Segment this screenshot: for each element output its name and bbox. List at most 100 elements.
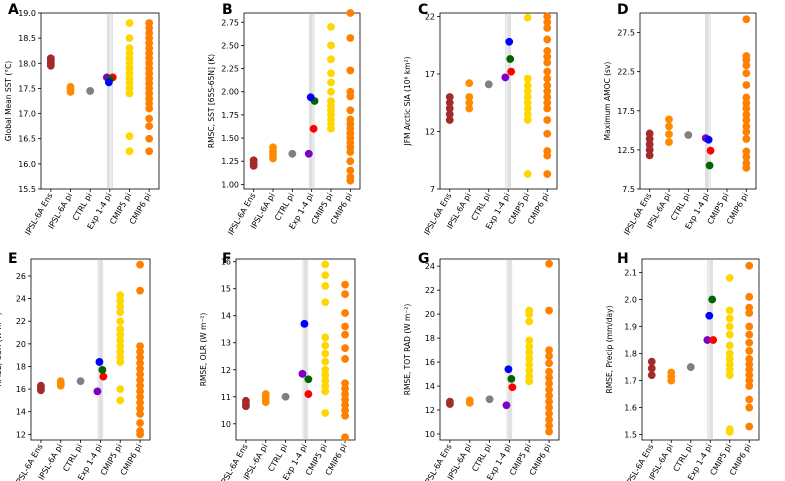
point-cmip6-pi — [545, 385, 553, 394]
point-cmip6-pi — [346, 66, 355, 75]
point-exp-1-4-pi — [508, 383, 517, 392]
point-cmip5-pi — [116, 396, 125, 405]
point-exp-1-4-pi — [506, 55, 515, 63]
y-tick-label: 2.0 — [624, 296, 637, 305]
point-ctrl-pi — [86, 87, 95, 95]
point-cmip6-pi — [341, 280, 349, 289]
point-cmip5-pi — [321, 298, 330, 307]
point-cmip6-pi — [341, 400, 349, 409]
point-cmip6-pi — [545, 373, 553, 382]
point-cmip6-pi — [136, 398, 144, 407]
point-exp-1-4-pi — [306, 93, 315, 102]
y-tick-label: 14 — [221, 312, 231, 321]
point-cmip6-pi — [543, 12, 552, 21]
y-tick-label: 18.5 — [18, 34, 36, 43]
point-cmip6-pi — [341, 322, 349, 331]
point-cmip5-pi — [125, 89, 134, 98]
y-tick-label: 12.5 — [617, 146, 635, 155]
point-exp-1-4-pi — [703, 336, 712, 344]
point-cmip5-pi — [327, 55, 335, 64]
point-cmip5-pi — [523, 74, 532, 83]
panel-h: 1.5 1.6 1.7 1.8 1.9 2.0 2.1 RMSE, Precip (mm/da… — [605, 251, 760, 481]
point-cmip6-pi — [742, 122, 751, 131]
y-tick-label: 17.0 — [18, 110, 36, 119]
point-cmip6-pi — [136, 364, 144, 373]
point-cmip5-pi — [725, 330, 734, 339]
point-cmip5-pi — [523, 13, 532, 22]
point-cmip6-pi — [136, 353, 144, 362]
point-cmip5-pi — [523, 110, 532, 119]
y-tick-label: 1.75 — [221, 111, 239, 120]
panel-d-frame — [639, 12, 757, 190]
y-axis-label: RMSE, OLR (W m⁻²) — [199, 313, 208, 387]
point-cmip6-pi — [543, 151, 552, 160]
point-cmip5-pi — [523, 104, 532, 113]
point-ipsl-6a-ens — [37, 381, 45, 390]
x-tick-label: IPSL-6A Ens — [23, 192, 54, 237]
point-exp-1-4-pi — [507, 374, 516, 383]
point-ipsl-6a-pi — [665, 115, 673, 124]
point-cmip5-pi — [525, 360, 534, 369]
point-ipsl-6a-ens — [445, 104, 454, 113]
point-cmip6-pi — [136, 286, 144, 295]
point-cmip5-pi — [725, 360, 734, 369]
y-tick-label: 2.1 — [624, 269, 637, 278]
point-cmip6-pi — [742, 147, 751, 156]
y-axis-label: RMSE, OSR (W m⁻²) — [0, 312, 3, 386]
point-exp-1-4-pi — [298, 369, 307, 378]
point-cmip6-pi — [346, 166, 355, 175]
point-cmip6-pi — [136, 404, 144, 413]
point-cmip6-pi — [341, 379, 349, 388]
point-cmip6-pi — [545, 427, 553, 436]
y-tick-label: 11 — [221, 393, 231, 402]
point-cmip5-pi — [523, 87, 532, 96]
point-cmip6-pi — [543, 52, 552, 61]
point-cmip6-pi — [341, 344, 349, 353]
point-ipsl-6a-ens — [645, 129, 654, 138]
point-ipsl-6a-ens — [647, 371, 656, 380]
point-cmip6-pi — [745, 360, 754, 369]
point-ctrl-pi — [281, 392, 290, 401]
point-cmip6-pi — [136, 342, 144, 351]
point-cmip5-pi — [725, 274, 734, 282]
point-cmip6-pi — [745, 309, 754, 317]
point-ipsl-6a-pi — [665, 122, 673, 131]
point-cmip5-pi — [116, 342, 125, 351]
point-exp-1-4-pi — [93, 387, 102, 396]
y-axis-label: JFM Arctic SIA (10⁶ km²) — [403, 56, 412, 146]
point-ipsl-6a-pi — [465, 396, 474, 405]
point-cmip6-pi — [742, 99, 751, 107]
y-tick-label: 1.7 — [624, 377, 637, 386]
point-cmip6-pi — [341, 390, 349, 398]
point-cmip6-pi — [745, 346, 754, 355]
point-cmip5-pi — [116, 330, 125, 339]
point-exp-1-4-pi — [505, 37, 514, 46]
point-cmip6-pi — [145, 147, 154, 156]
point-cmip6-pi — [341, 395, 349, 404]
panel-c: 7 12 17 22 JFM Arctic SIA (10⁶ km²) IPSL-6A E… — [403, 2, 558, 237]
y-tick-label: 18 — [425, 334, 435, 343]
point-cmip6-pi — [545, 359, 553, 368]
point-cmip6-pi — [745, 371, 754, 380]
point-cmip5-pi — [725, 341, 734, 350]
point-ctrl-pi — [485, 395, 494, 404]
point-cmip6-pi — [545, 259, 553, 268]
point-cmip5-pi — [321, 357, 330, 366]
point-cmip6-pi — [745, 376, 754, 385]
point-cmip5-pi — [523, 98, 532, 107]
point-cmip5-pi — [327, 41, 335, 50]
y-axis-label: RMSE, TOT RAD (W m⁻²) — [403, 304, 412, 396]
point-cmip5-pi — [321, 341, 330, 350]
point-ipsl-6a-pi — [261, 390, 270, 398]
y-tick-label: 16.0 — [18, 160, 36, 169]
point-cmip6-pi — [742, 15, 751, 24]
point-cmip5-pi — [116, 347, 125, 356]
point-ipsl-6a-ens — [645, 145, 654, 154]
panel-a: 15.5 16.0 16.5 17.0 17.5 18.0 18.5 19.0 Global M… — [4, 2, 160, 237]
point-cmip6-pi — [543, 129, 552, 138]
point-cmip5-pi — [525, 377, 534, 386]
point-cmip6-pi — [543, 47, 552, 55]
point-cmip5-pi — [523, 170, 532, 178]
point-ipsl-6a-ens — [645, 151, 654, 160]
point-cmip6-pi — [742, 56, 751, 64]
